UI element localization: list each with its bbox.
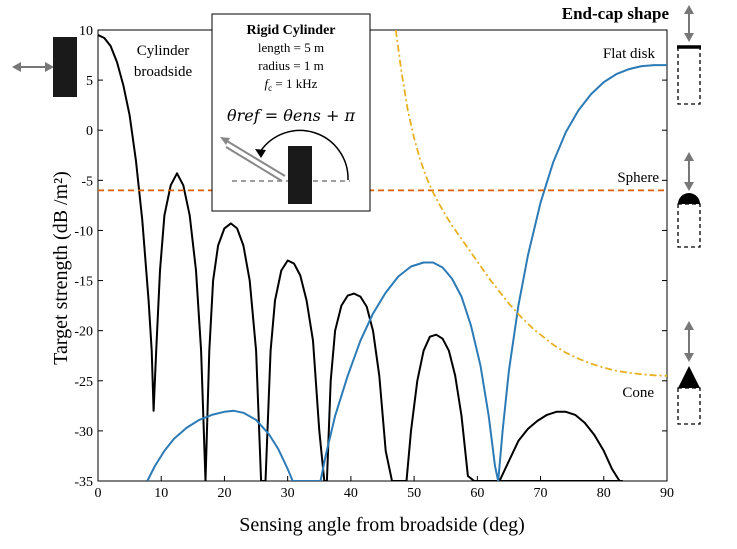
axis-ticks: 0 10 20 30 40 50 60 70 80 901050-5-10-15-20-25-30…	[74, 24, 674, 501]
cylinder-broadside-label-line1: Cylinder	[137, 43, 190, 59]
series-line-cylinder-broadside	[98, 34, 623, 481]
series-line-cone	[394, 30, 667, 377]
cone-label: Cone	[622, 385, 654, 401]
inset-equation: θref = θens + π	[227, 106, 355, 125]
inset-radius: radius = 1 m	[258, 58, 323, 73]
x-tick-label: 90	[660, 486, 674, 501]
inset-length: length = 5 m	[258, 40, 324, 55]
series-line-cylinder-broadside-tail	[498, 410, 623, 481]
y-tick-label: 5	[86, 74, 93, 89]
x-tick-label: 50	[407, 486, 421, 501]
y-tick-label: -5	[81, 174, 93, 189]
cone-endcap-icon	[677, 321, 701, 425]
x-tick-label: 0	[95, 486, 102, 501]
y-tick-label: -20	[74, 325, 93, 340]
inset-frequency: fc = 1 kHz	[265, 76, 318, 93]
y-tick-label: 0	[86, 124, 93, 139]
y-tick-label: -35	[74, 475, 93, 490]
sphere-endcap-icon	[677, 152, 701, 248]
plot-area-frame	[97, 29, 668, 482]
inset-title: Rigid Cylinder	[246, 23, 335, 38]
inset-box: Rigid Cylinder length = 5 m radius = 1 m…	[211, 13, 371, 212]
x-tick-label: 40	[344, 486, 358, 501]
x-tick-label: 60	[470, 486, 484, 501]
cylinder-broadside-icon	[12, 37, 77, 97]
y-tick-label: -10	[74, 224, 93, 239]
flat-disk-endcap-icon	[677, 5, 701, 105]
y-axis-title: Target strength (dB /m²)	[50, 171, 72, 365]
inset-diagram	[220, 129, 350, 204]
endcap-shape-title: End-cap shape	[562, 4, 670, 23]
x-tick-label: 10	[154, 486, 168, 501]
y-tick-label: 10	[79, 24, 93, 39]
x-axis-title: Sensing angle from broadside (deg)	[239, 514, 524, 536]
x-tick-label: 70	[534, 486, 548, 501]
y-tick-label: -25	[74, 375, 93, 390]
sphere-label: Sphere	[617, 170, 659, 186]
x-tick-label: 20	[217, 486, 231, 501]
x-tick-label: 80	[597, 486, 611, 501]
y-tick-label: -15	[74, 275, 93, 290]
y-tick-label: -30	[74, 425, 93, 440]
x-tick-label: 30	[281, 486, 295, 501]
flat-disk-label: Flat disk	[603, 46, 656, 62]
cylinder-broadside-label-line2: broadside	[134, 64, 193, 80]
series-layer	[98, 30, 667, 481]
series-line-flat-disk	[146, 64, 667, 481]
